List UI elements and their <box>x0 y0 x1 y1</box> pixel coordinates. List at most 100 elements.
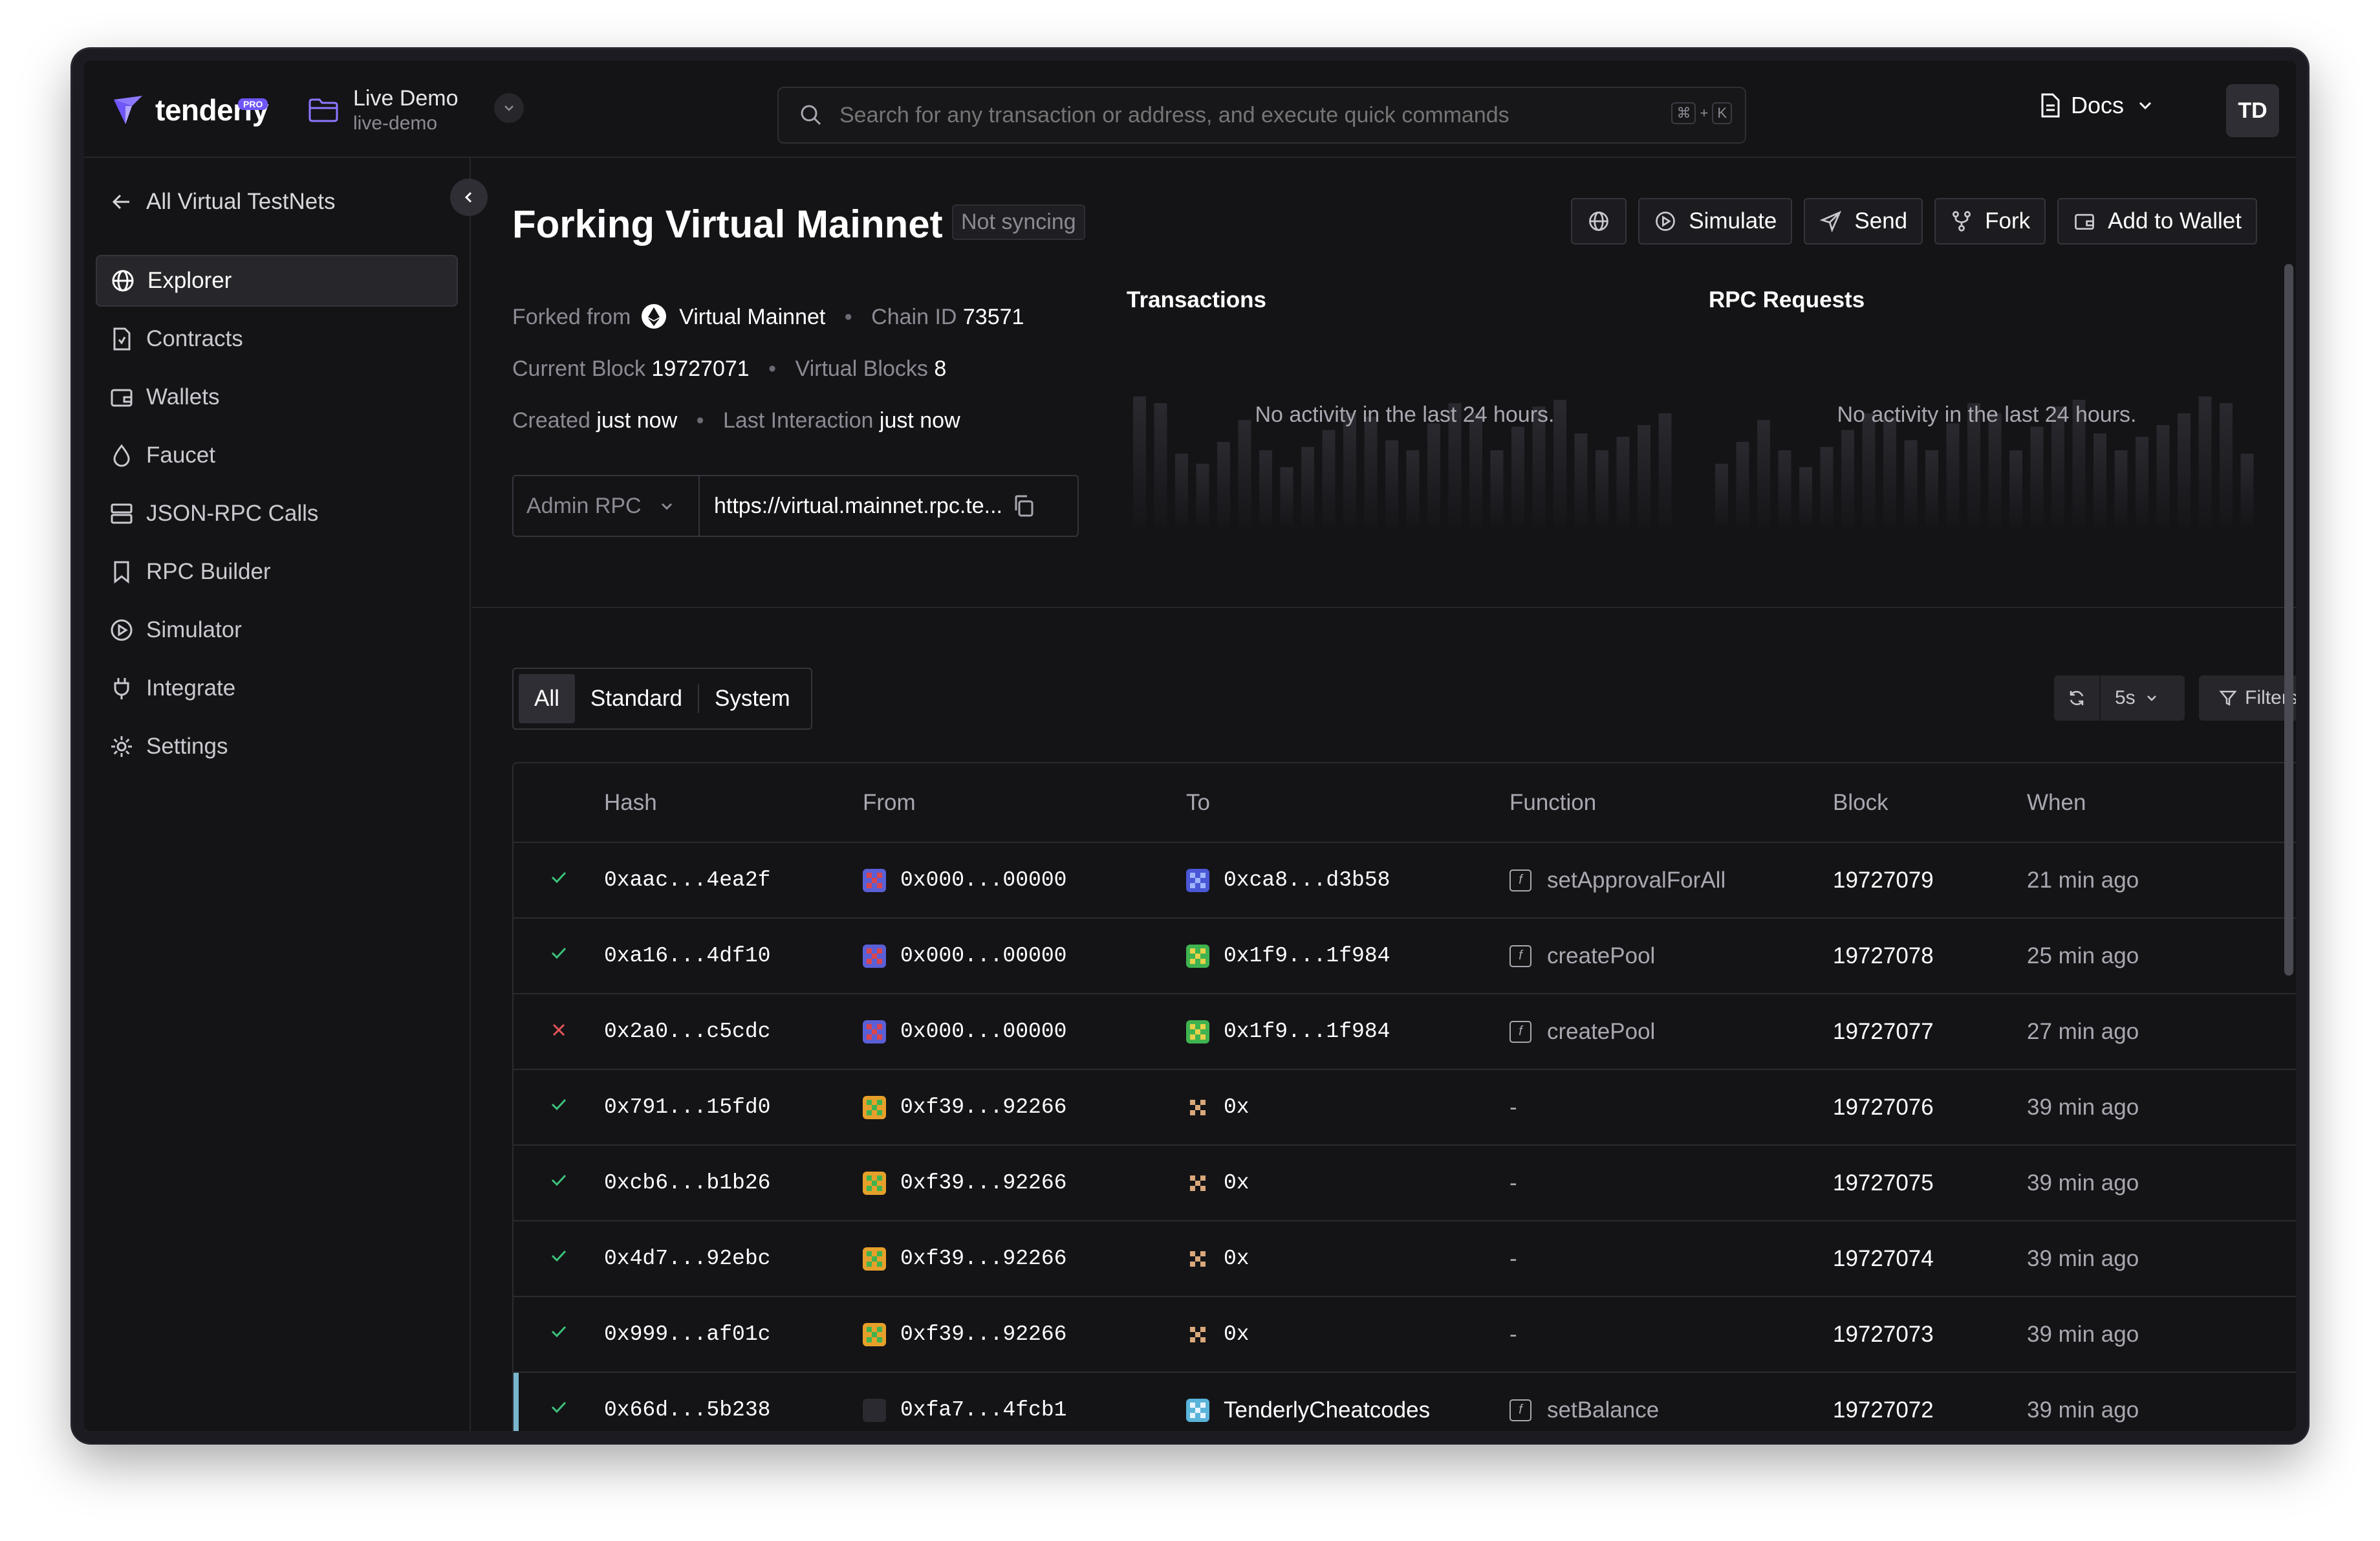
section-divider <box>472 607 2296 608</box>
refresh-interval-select[interactable]: 5s <box>2115 687 2159 709</box>
block-cell[interactable]: 19727072 <box>1833 1372 2027 1431</box>
rpc-type-select[interactable]: Admin RPC <box>514 476 700 536</box>
search-input[interactable] <box>839 102 1641 128</box>
block-cell[interactable]: 19727078 <box>1833 918 2027 994</box>
from-address: 0xf39...92266 <box>900 1095 1067 1119</box>
identicon <box>863 1171 886 1195</box>
refresh-button[interactable] <box>2054 675 2101 721</box>
activity-bar <box>1757 420 1770 527</box>
from-cell[interactable]: 0x000...00000 <box>863 918 1186 994</box>
block-cell[interactable]: 19727073 <box>1833 1296 2027 1373</box>
block-cell[interactable]: 19727074 <box>1833 1221 2027 1297</box>
scrollbar[interactable] <box>2284 264 2293 976</box>
activity-bar <box>1364 417 1378 527</box>
from-cell[interactable]: 0xf39...92266 <box>863 1069 1186 1146</box>
status-cell <box>514 994 604 1070</box>
chevron-down-icon <box>2147 695 2156 701</box>
to-cell[interactable]: 0x <box>1186 1221 1509 1297</box>
table-row[interactable]: 0x66d...5b238 0xfa7...4fcb1 TenderlyCheatc… <box>514 1372 2296 1431</box>
docs-menu[interactable]: Docs <box>2039 92 2164 119</box>
table-row[interactable]: 0x791...15fd0 0xf39...92266 0x - 19727076 39 … <box>514 1069 2296 1146</box>
forked-from-value[interactable]: Virtual Mainnet <box>679 305 826 329</box>
tenderly-logo-icon <box>114 96 142 124</box>
to-cell[interactable]: 0x <box>1186 1296 1509 1373</box>
block-cell[interactable]: 19727075 <box>1833 1145 2027 1221</box>
from-address: 0x000...00000 <box>900 944 1067 968</box>
from-cell[interactable]: 0xf39...92266 <box>863 1221 1186 1297</box>
send-button[interactable]: Send <box>1804 198 1923 245</box>
sidebar-item-explorer[interactable]: Explorer <box>96 255 458 307</box>
from-cell[interactable]: 0xf39...92266 <box>863 1145 1186 1221</box>
wallet-icon <box>111 389 133 407</box>
sidebar-item-rpc-builder[interactable]: RPC Builder <box>96 546 458 598</box>
fork-button[interactable]: Fork <box>1934 198 2046 245</box>
sidebar-item-label: Faucet <box>146 443 215 468</box>
hash-cell[interactable]: 0x791...15fd0 <box>604 1069 863 1146</box>
to-cell[interactable]: 0x <box>1186 1069 1509 1146</box>
from-cell[interactable]: 0x000...00000 <box>863 994 1186 1070</box>
hash-cell[interactable]: 0x2a0...c5cdc <box>604 994 863 1070</box>
function-icon: f <box>1509 1020 1531 1043</box>
project-switcher[interactable]: Live Demo live-demo <box>308 85 459 135</box>
copy-icon[interactable] <box>1012 494 1036 518</box>
tenderly-logo[interactable]: tenderly <box>110 92 268 128</box>
block-cell[interactable]: 19727076 <box>1833 1069 2027 1146</box>
table-row[interactable]: 0xcb6...b1b26 0xf39...92266 0x - 19727075 39 … <box>514 1145 2296 1221</box>
collapse-sidebar-button[interactable] <box>450 179 488 216</box>
hash-cell[interactable]: 0x66d...5b238 <box>604 1372 863 1431</box>
to-cell[interactable]: 0x1f9...1f984 <box>1186 918 1509 994</box>
sidebar-item-faucet[interactable]: Faucet <box>96 430 458 481</box>
user-avatar[interactable]: TD <box>2226 84 2279 137</box>
sidebar-item-label: Explorer <box>147 268 232 293</box>
activity-bar <box>1574 433 1588 527</box>
to-cell[interactable]: 0x <box>1186 1145 1509 1221</box>
add-to-wallet-button[interactable]: Add to Wallet <box>2057 198 2257 245</box>
sidebar-item-json-rpc-calls[interactable]: JSON-RPC Calls <box>96 488 458 540</box>
to-address: 0x <box>1224 1095 1250 1119</box>
hash-cell[interactable]: 0xaac...4ea2f <box>604 842 863 919</box>
tab-standard[interactable]: Standard <box>590 686 682 711</box>
shortcut-plus: + <box>1700 105 1709 121</box>
global-search[interactable]: ⌘ + K <box>777 87 1746 144</box>
function-empty: - <box>1509 1321 1517 1347</box>
sidebar-item-settings[interactable]: Settings <box>96 721 458 772</box>
simulate-button[interactable]: Simulate <box>1638 198 1793 245</box>
testnet-metadata: Forked from Virtual Mainnet • Chain ID 7… <box>512 304 1024 433</box>
block-cell[interactable]: 19727077 <box>1833 994 2027 1070</box>
sidebar-item-simulator[interactable]: Simulator <box>96 604 458 656</box>
chain-id-value: 73571 <box>962 305 1024 329</box>
activity-bar <box>1616 437 1630 527</box>
explorer-link-button[interactable] <box>1571 198 1627 245</box>
activity-bar <box>1322 430 1336 527</box>
tab-system[interactable]: System <box>714 686 790 711</box>
hash-cell[interactable]: 0xcb6...b1b26 <box>604 1145 863 1221</box>
tab-all[interactable]: All <box>519 674 575 723</box>
table-row[interactable]: 0x4d7...92ebc 0xf39...92266 0x - 19727074 39 … <box>514 1221 2296 1297</box>
sidebar-item-integrate[interactable]: Integrate <box>96 662 458 714</box>
table-row[interactable]: 0xa16...4df10 0x000...00000 0x1f9...1f984 f… <box>514 918 2296 994</box>
block-cell[interactable]: 19727079 <box>1833 842 2027 919</box>
table-row[interactable]: 0xaac...4ea2f 0x000...00000 0xca8...d3b58 f… <box>514 842 2296 919</box>
to-cell[interactable]: 0x1f9...1f984 <box>1186 994 1509 1070</box>
back-to-testnets-link[interactable]: All Virtual TestNets <box>110 189 335 215</box>
from-cell[interactable]: 0xfa7...4fcb1 <box>863 1372 1186 1431</box>
to-cell[interactable]: 0xca8...d3b58 <box>1186 842 1509 919</box>
table-row[interactable]: 0x2a0...c5cdc 0x000...00000 0x1f9...1f984 f… <box>514 994 2296 1070</box>
from-cell[interactable]: 0xf39...92266 <box>863 1296 1186 1373</box>
project-chevron-button[interactable] <box>494 93 524 123</box>
from-address: 0x000...00000 <box>900 1020 1067 1044</box>
activity-bar <box>1427 423 1440 527</box>
to-cell[interactable]: TenderlyCheatcodes <box>1186 1372 1509 1431</box>
from-cell[interactable]: 0x000...00000 <box>863 842 1186 919</box>
when-cell: 39 min ago <box>2027 1296 2296 1373</box>
hash-cell[interactable]: 0xa16...4df10 <box>604 918 863 994</box>
sidebar-item-contracts[interactable]: Contracts <box>96 313 458 365</box>
table-row[interactable]: 0x999...af01c 0xf39...92266 0x - 19727073 39 … <box>514 1296 2296 1373</box>
filters-button[interactable]: Filters <box>2199 675 2296 721</box>
hash-cell[interactable]: 0x999...af01c <box>604 1296 863 1373</box>
pro-badge: PRO <box>238 98 268 110</box>
sidebar-item-wallets[interactable]: Wallets <box>96 371 458 423</box>
rpc-url[interactable]: https://virtual.mainnet.rpc.te... <box>700 476 1036 536</box>
hash-cell[interactable]: 0x4d7...92ebc <box>604 1221 863 1297</box>
rpc-endpoint: Admin RPC https://virtual.mainnet.rpc.te… <box>512 475 1079 537</box>
